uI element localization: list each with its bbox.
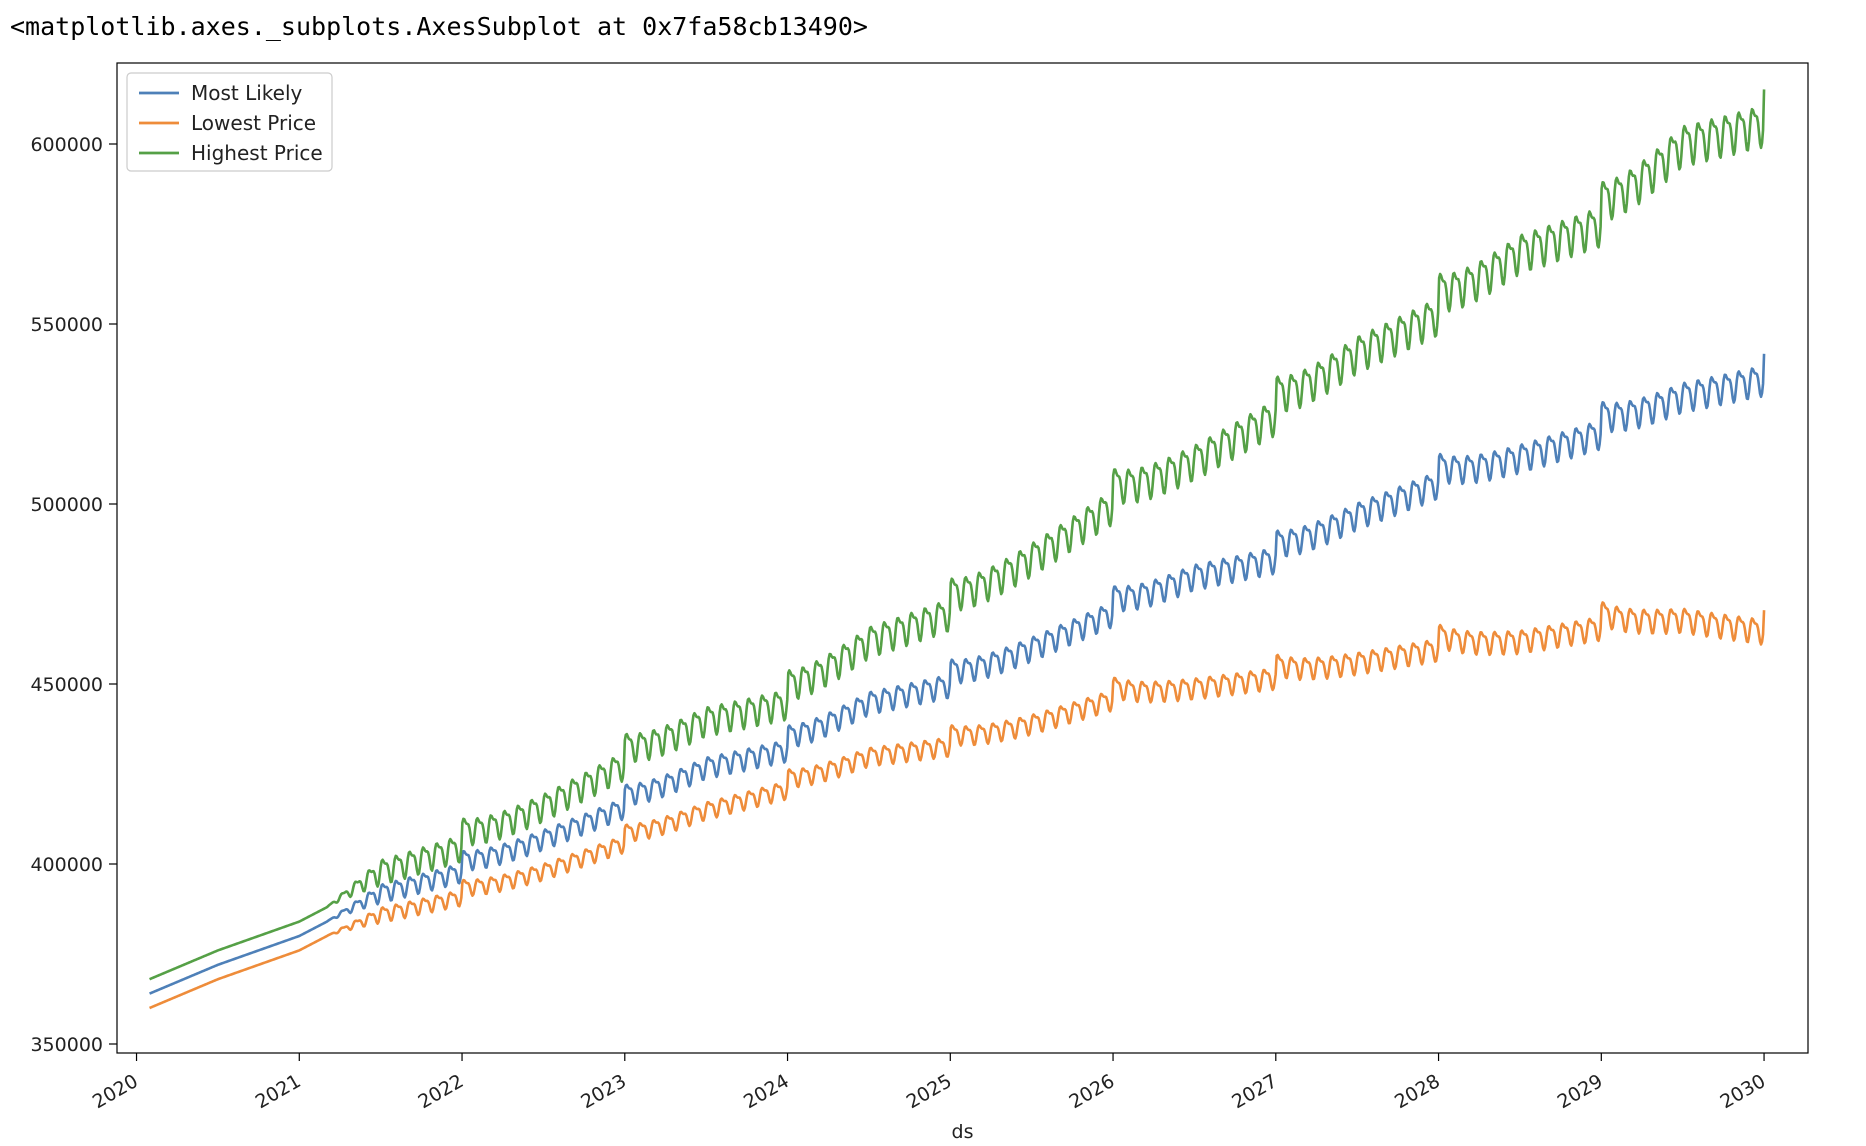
plot-frame [116,62,1809,1054]
x-tick-label: 2020 [89,1070,142,1113]
x-tick-label: 2027 [1228,1070,1281,1113]
legend-entry: Lowest Price [191,111,316,135]
x-tick-label: 2029 [1554,1070,1607,1113]
x-tick-label: 2025 [903,1070,956,1113]
y-tick-label: 400000 [30,854,103,876]
x-tick-label: 2022 [414,1070,467,1113]
x-tick-label: 2030 [1716,1070,1769,1113]
series-line-highest-price [149,89,1766,981]
x-tick-label: 2023 [577,1070,630,1113]
y-axis: 350000 400000 450000 500000 550000 600000 [30,134,117,1056]
y-tick-label: 550000 [30,314,103,336]
x-tick-label: 2024 [740,1070,793,1113]
x-axis: 2020 2021 2022 2023 2024 2025 2026 2027 2028 2029… [89,1053,1769,1113]
legend: Most Likely Lowest Price Highest Price [126,72,333,172]
y-tick-label: 350000 [30,1034,103,1056]
series-layer [149,89,1766,1010]
x-tick-label: 2028 [1391,1070,1444,1113]
x-tick-label: 2026 [1065,1070,1118,1113]
output-repr-text: <matplotlib.axes._subplots.AxesSubplot a… [10,12,868,41]
x-axis-label: ds [952,1121,974,1143]
y-tick-label: 500000 [30,494,103,516]
legend-entry: Most Likely [191,81,303,105]
legend-entry: Highest Price [191,141,323,165]
series-line-most-likely [149,353,1766,995]
legend-box [126,72,333,172]
x-tick-label: 2021 [252,1070,305,1113]
y-tick-label: 450000 [30,674,103,696]
y-tick-label: 600000 [30,134,103,156]
series-line-lowest-price [149,601,1766,1010]
